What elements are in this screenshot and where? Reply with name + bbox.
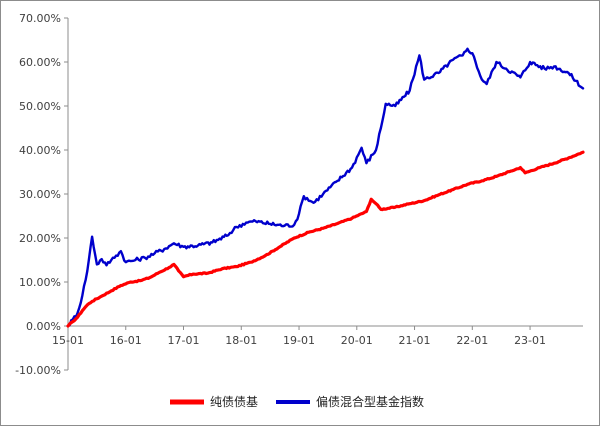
series-line-pure-bond-fund — [66, 150, 585, 328]
y-tick-label: 10.00% — [19, 276, 61, 289]
y-tick-label: 40.00% — [19, 144, 61, 157]
x-tick-label: 22-01 — [456, 334, 488, 347]
y-tick-label: 20.00% — [19, 232, 61, 245]
y-tick-label: 0.00% — [26, 320, 61, 333]
y-tick-label: 70.00% — [19, 12, 61, 25]
legend-label: 纯债债基 — [210, 395, 258, 409]
x-tick-label: 21-01 — [399, 334, 431, 347]
series-line-bond-hybrid-fund-index — [66, 47, 585, 328]
y-tick-label: -10.00% — [15, 364, 61, 377]
x-tick-label: 16-01 — [110, 334, 142, 347]
y-tick-label: 30.00% — [19, 188, 61, 201]
legend: 纯债债基 偏债混合型基金指数 — [170, 394, 424, 409]
legend-label: 偏债混合型基金指数 — [316, 394, 424, 409]
y-tick-label: 50.00% — [19, 100, 61, 113]
y-axis: -10.00% 0.00% 10.00% 20.00% 30.00% 40.00% 50.0… — [15, 12, 69, 377]
series-layer — [66, 47, 585, 328]
y-tick-label: 60.00% — [19, 56, 61, 69]
x-axis: 15-01 16-01 17-01 18-01 19-01 20-01 21-01 22-01… — [52, 325, 583, 347]
x-tick-label: 20-01 — [341, 334, 373, 347]
x-tick-label: 18-01 — [225, 334, 257, 347]
x-tick-label: 19-01 — [283, 334, 315, 347]
x-tick-label: 17-01 — [168, 334, 200, 347]
x-tick-label: 23-01 — [514, 334, 546, 347]
x-tick-label: 15-01 — [52, 334, 84, 347]
